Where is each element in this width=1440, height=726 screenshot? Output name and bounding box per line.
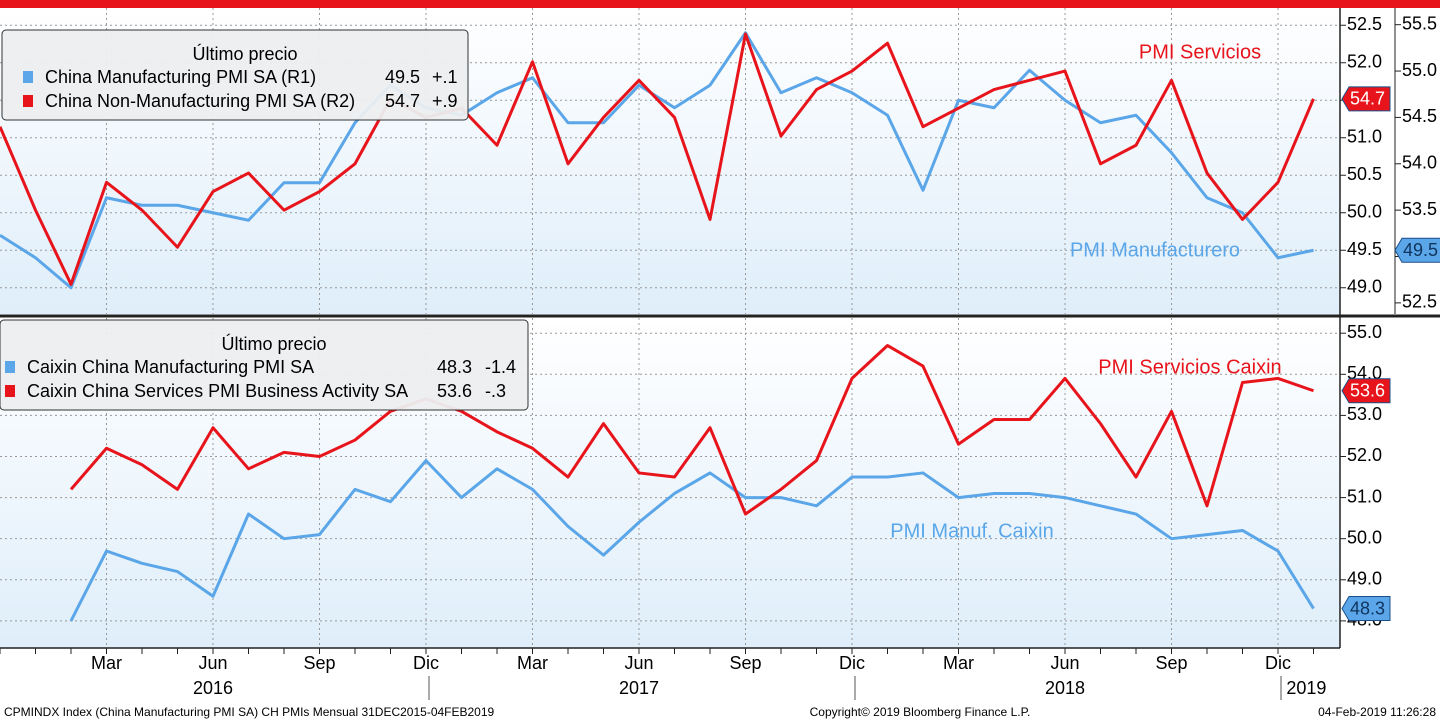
y-tick-label: 55.0 <box>1347 322 1382 342</box>
last-value-label: 48.3 <box>1350 598 1385 618</box>
last-value-flag <box>1341 596 1391 622</box>
y-tick-label: 49.0 <box>1347 569 1382 589</box>
year-label: 2017 <box>619 678 659 698</box>
y2-tick-label: 52.5 <box>1402 292 1437 312</box>
y-tick-label: 53.0 <box>1347 404 1382 424</box>
legend-title: Último precio <box>192 43 297 64</box>
legend-change: -.3 <box>485 381 506 401</box>
x-tick-label: Jun <box>198 653 227 673</box>
series-line <box>69 459 1315 622</box>
x-tick-label: Jun <box>624 653 653 673</box>
year-label: 2019 <box>1286 678 1326 698</box>
y-tick-label: 50.0 <box>1347 527 1382 547</box>
legend-swatch <box>5 385 15 397</box>
legend-box <box>1 29 469 121</box>
top-bar <box>0 0 1440 8</box>
y-tick-label: 54.0 <box>1347 363 1382 383</box>
series-line <box>0 32 1315 286</box>
x-tick-label: Jun <box>1050 653 1079 673</box>
x-tick-label: Mar <box>943 653 974 673</box>
annotation: PMI Servicios <box>1139 41 1261 63</box>
annotation: PMI Manuf. Caixin <box>890 520 1053 542</box>
y2-tick-label: 55.0 <box>1402 60 1437 80</box>
y2-tick-label: 54.0 <box>1402 153 1437 173</box>
x-tick-label: Sep <box>1155 653 1187 673</box>
y-tick-label: 50.0 <box>1347 202 1382 222</box>
x-tick-label: Dic <box>1265 653 1291 673</box>
y2-tick-label: 55.5 <box>1402 13 1437 33</box>
legend-swatch <box>5 361 15 373</box>
legend-title: Último precio <box>221 333 326 354</box>
x-tick-label: Mar <box>517 653 548 673</box>
last-value-label: 49.5 <box>1403 240 1438 260</box>
y-tick-label: 49.0 <box>1347 277 1382 297</box>
year-label: 2018 <box>1045 678 1085 698</box>
last-value-flag <box>1394 237 1440 263</box>
last-value-flag <box>1341 86 1391 112</box>
year-label: 2016 <box>193 678 233 698</box>
y-tick-label: 51.0 <box>1347 127 1382 147</box>
footer-left: CPMINDX Index (China Manufacturing PMI S… <box>4 705 495 719</box>
legend-entry: Caixin China Services PMI Business Activ… <box>27 381 408 401</box>
legend-swatch <box>23 71 33 83</box>
x-tick-label: Dic <box>413 653 439 673</box>
legend-last: 54.7 <box>385 91 420 111</box>
y2-tick-label: 54.5 <box>1402 106 1437 126</box>
y-tick-label: 52.5 <box>1347 14 1382 34</box>
legend-swatch <box>23 95 33 107</box>
legend-change: -1.4 <box>485 357 516 377</box>
legend-change: +.9 <box>432 91 458 111</box>
y-tick-label: 52.0 <box>1347 445 1382 465</box>
last-value-label: 54.7 <box>1350 89 1385 109</box>
y-tick-label: 52.0 <box>1347 52 1382 72</box>
legend-entry: Caixin China Manufacturing PMI SA <box>27 357 314 377</box>
y2-tick-label: 53.5 <box>1402 199 1437 219</box>
y-tick-label: 50.5 <box>1347 164 1382 184</box>
legend-change: +.1 <box>432 67 458 87</box>
annotation: PMI Servicios Caixin <box>1098 356 1281 378</box>
series-line <box>0 31 1314 290</box>
last-value-flag <box>1341 378 1391 404</box>
x-tick-label: Sep <box>303 653 335 673</box>
x-tick-label: Mar <box>91 653 122 673</box>
y-tick-label: 51.0 <box>1347 486 1382 506</box>
footer-center: Copyright© 2019 Bloomberg Finance L.P. <box>810 705 1031 719</box>
last-value-label: 53.6 <box>1350 380 1385 400</box>
legend-entry: China Manufacturing PMI SA (R1) <box>45 67 316 87</box>
x-tick-label: Sep <box>729 653 761 673</box>
legend-entry: China Non-Manufacturing PMI SA (R2) <box>45 91 355 111</box>
legend-last: 49.5 <box>385 67 420 87</box>
series-line <box>69 344 1314 516</box>
legend-last: 53.6 <box>437 381 472 401</box>
footer-right: 04-Feb-2019 11:26:28 <box>1318 705 1436 719</box>
legend-last: 48.3 <box>437 357 472 377</box>
y-tick-label: 49.5 <box>1347 239 1382 259</box>
legend-box <box>0 319 529 411</box>
annotation: PMI Manufacturero <box>1070 239 1240 261</box>
x-tick-label: Dic <box>839 653 865 673</box>
